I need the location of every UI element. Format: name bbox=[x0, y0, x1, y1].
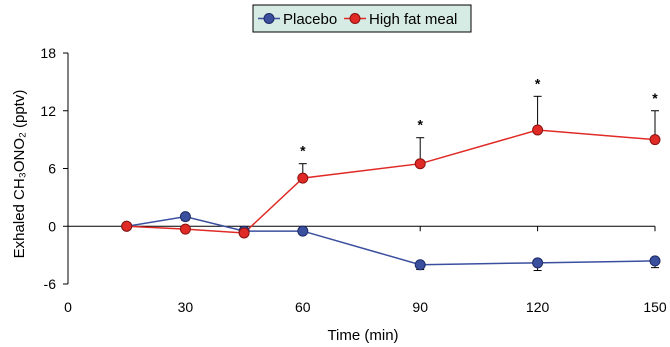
y-tick-label: -6 bbox=[44, 276, 57, 292]
series-line-high-fat bbox=[126, 129, 656, 234]
series-line-placebo bbox=[126, 215, 656, 266]
point-placebo bbox=[297, 225, 309, 237]
point-placebo bbox=[414, 259, 426, 271]
y-tick-label: 0 bbox=[48, 218, 56, 234]
point-high-fat bbox=[297, 172, 309, 184]
x-tick-label: 30 bbox=[178, 299, 194, 315]
y-tick-label: 12 bbox=[40, 103, 56, 119]
y-tick-label: 6 bbox=[48, 161, 56, 177]
x-tick-label: 60 bbox=[295, 299, 311, 315]
x-tick-label: 120 bbox=[526, 299, 550, 315]
x-tick-label: 0 bbox=[64, 299, 72, 315]
point-high-fat bbox=[414, 158, 426, 170]
point-high-fat bbox=[649, 134, 661, 146]
point-high-fat bbox=[121, 220, 133, 232]
x-axis-title: Time (min) bbox=[327, 327, 398, 344]
legend-label-placebo: Placebo bbox=[283, 11, 337, 28]
significance-star: * bbox=[417, 117, 423, 133]
point-high-fat bbox=[532, 124, 544, 136]
point-placebo bbox=[649, 255, 661, 267]
y-tick-label: 18 bbox=[40, 45, 56, 61]
y-axis-title: Exhaled CH₃ONO₂ (pptv) bbox=[11, 90, 28, 259]
x-tick-label: 150 bbox=[643, 299, 667, 315]
axes: -6 0 6 12 18 0 30 60 90 120 150 bbox=[40, 45, 666, 315]
legend-label-high-fat: High fat meal bbox=[369, 11, 457, 28]
significance-star: * bbox=[652, 90, 658, 106]
point-high-fat bbox=[179, 223, 191, 235]
point-placebo bbox=[532, 257, 544, 269]
x-tick-label: 90 bbox=[412, 299, 428, 315]
significance-star: * bbox=[300, 143, 306, 159]
legend-marker-high-fat bbox=[349, 13, 361, 24]
legend: Placebo High fat meal bbox=[252, 4, 472, 33]
legend-marker-placebo bbox=[263, 13, 275, 24]
point-high-fat bbox=[238, 227, 250, 239]
series-markers bbox=[121, 124, 661, 271]
point-placebo bbox=[179, 211, 191, 223]
significance-markers: * * * * bbox=[300, 75, 658, 158]
significance-star: * bbox=[535, 75, 541, 91]
series-lines bbox=[126, 129, 656, 266]
